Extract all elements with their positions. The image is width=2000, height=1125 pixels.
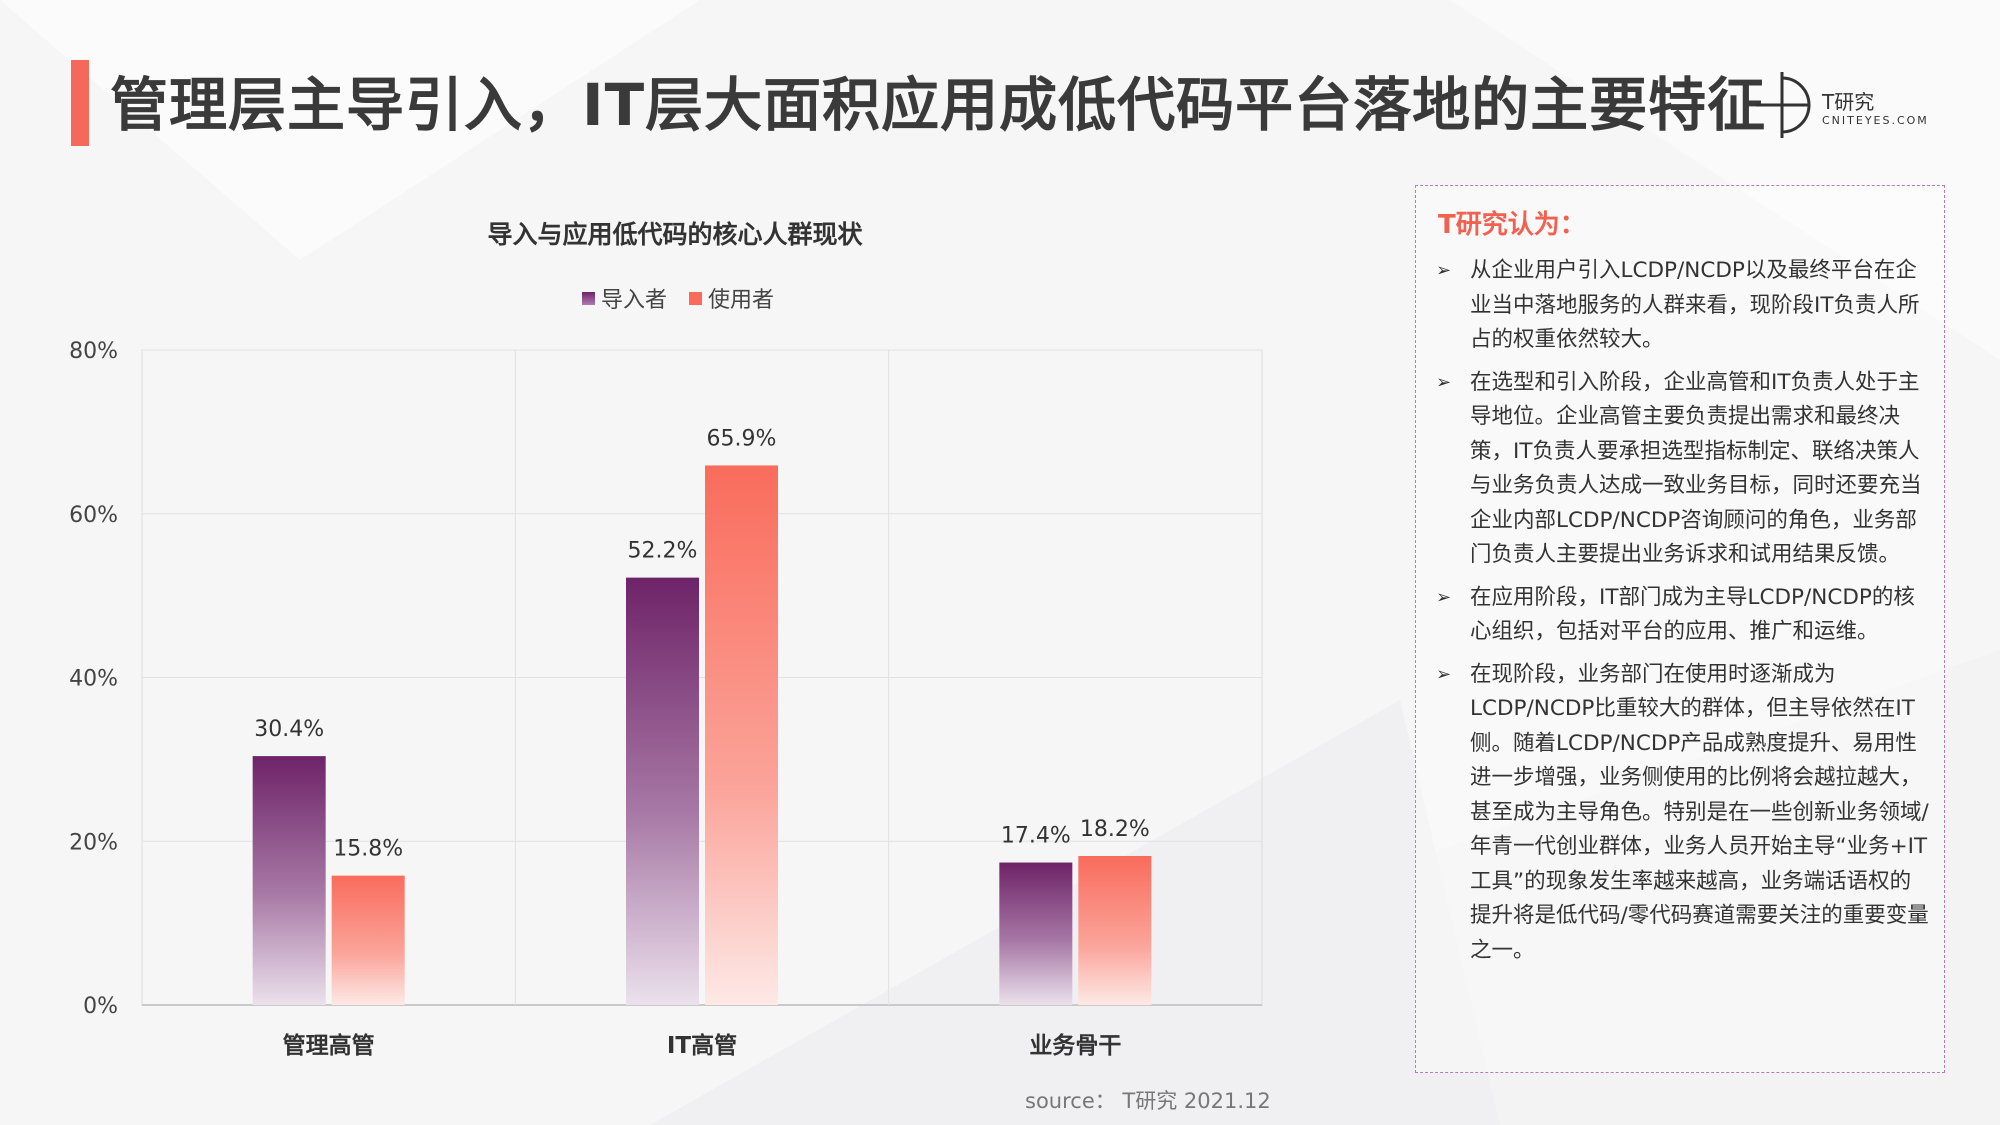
y-tick-label: 0%	[83, 994, 118, 1019]
insight-bullet: ➢ 在选型和引入阶段，企业高管和IT负责人处于主导地位。企业高管主要负责提出需求和…	[1434, 366, 1932, 573]
x-category-label: 业务骨干	[1029, 1033, 1121, 1059]
x-category-label: IT高管	[667, 1032, 737, 1059]
legend-swatch-importer	[582, 291, 595, 305]
x-category-label: 管理高管	[283, 1032, 375, 1059]
insight-bullet-text: 在选型和引入阶段，企业高管和IT负责人处于主导地位。企业高管主要负责提出需求和最…	[1470, 369, 1922, 568]
data-label-importer: 17.4%	[1001, 824, 1071, 849]
bar-importer	[999, 862, 1073, 1005]
bar-user	[1078, 855, 1152, 1005]
chart-legend: 导入者 使用者	[582, 282, 774, 314]
logo-name-en: CNITEYES.COM	[1822, 114, 1929, 127]
insight-bullet-text: 在现阶段，业务部门在使用时逐渐成为LCDP/NCDP比重较大的群体，但主导依然在…	[1470, 661, 1929, 963]
chart-bars	[252, 465, 1152, 1006]
legend-item-importer: 导入者	[582, 282, 667, 314]
chart-grid	[141, 349, 1263, 1006]
legend-label-importer: 导入者	[601, 288, 668, 313]
legend-item-user: 使用者	[689, 282, 774, 314]
data-label-importer: 30.4%	[254, 717, 324, 742]
bar-user	[705, 465, 778, 1006]
data-label-user: 18.2%	[1080, 817, 1150, 842]
bar-importer	[252, 756, 326, 1005]
chevron-right-icon: ➢	[1436, 260, 1452, 281]
y-tick-label: 20%	[69, 830, 118, 855]
bar-chart: 0% 20% 40% 60% 80% 30.4% 15.8% 52.2% 65.9% 17.4%…	[69, 339, 1263, 1059]
insight-bullet-text: 在应用阶段，IT部门成为主导LCDP/NCDP的核心组织，包括对平台的应用、推广…	[1470, 584, 1915, 645]
page-title: 管理层主导引入，IT层大面积应用成低代码平台落地的主要特征	[110, 71, 1767, 139]
y-axis-ticks: 0% 20% 40% 60% 80%	[69, 339, 118, 1019]
chevron-right-icon: ➢	[1436, 586, 1452, 608]
source-note: source： T研究 2021.12	[1025, 1089, 1271, 1113]
insight-bullet-text: 从企业用户引入LCDP/NCDP以及最终平台在企业当中落地服务的人群来看，现阶段…	[1470, 258, 1920, 352]
insight-panel: T研究认为： ➢ 从企业用户引入LCDP/NCDP以及最终平台在企业当中落地服务的…	[1415, 185, 1945, 1073]
y-tick-label: 60%	[69, 503, 118, 528]
insight-bullets: ➢ 从企业用户引入LCDP/NCDP以及最终平台在企业当中落地服务的人群来看，现阶…	[1434, 254, 1932, 976]
data-labels: 30.4% 15.8% 52.2% 65.9% 17.4% 18.2%	[254, 426, 1150, 861]
legend-swatch-user	[689, 291, 703, 305]
title-accent-bar	[71, 60, 89, 146]
bar-importer	[626, 577, 699, 1005]
data-label-user: 15.8%	[333, 837, 403, 862]
data-label-importer: 52.2%	[628, 539, 698, 564]
data-label-user: 65.9%	[707, 426, 777, 451]
logo-name-cn: T研究	[1822, 90, 1875, 114]
insight-bullet: ➢ 从企业用户引入LCDP/NCDP以及最终平台在企业当中落地服务的人群来看，现阶…	[1434, 254, 1932, 358]
y-tick-label: 80%	[69, 339, 118, 364]
brand-logo: T研究 CNITEYES.COM	[1752, 70, 1952, 140]
crosshair-logo-icon	[1756, 72, 1811, 138]
insight-bullet: ➢ 在现阶段，业务部门在使用时逐渐成为LCDP/NCDP比重较大的群体，但主导依然…	[1434, 658, 1932, 969]
y-tick-label: 40%	[69, 667, 118, 692]
panel-heading: T研究认为：	[1438, 210, 1586, 240]
chevron-right-icon: ➢	[1436, 663, 1452, 685]
x-axis-categories: 管理高管 IT高管 业务骨干	[283, 1032, 1122, 1059]
chart-title: 导入与应用低代码的核心人群现状	[487, 220, 863, 249]
legend-label-user: 使用者	[708, 288, 775, 313]
bar-user	[331, 875, 405, 1005]
insight-bullet: ➢ 在应用阶段，IT部门成为主导LCDP/NCDP的核心组织，包括对平台的应用、推…	[1434, 581, 1932, 650]
chevron-right-icon: ➢	[1436, 371, 1452, 393]
